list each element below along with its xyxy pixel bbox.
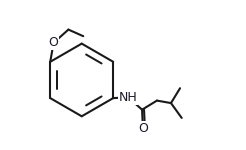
Text: NH: NH [119,91,138,104]
Text: O: O [138,122,148,135]
Text: O: O [49,36,59,49]
